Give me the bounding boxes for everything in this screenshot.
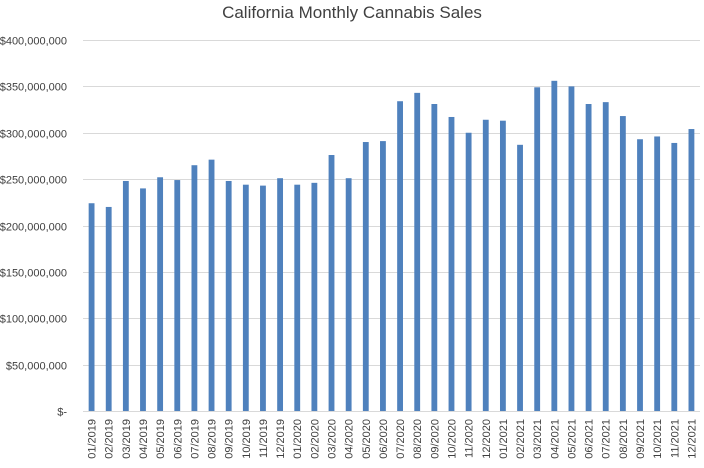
bar xyxy=(517,144,523,411)
x-tick-label: 02/2021 xyxy=(515,419,527,459)
x-tick-label: 09/2019 xyxy=(224,419,236,459)
x-tick-label: 06/2020 xyxy=(378,419,390,459)
x-tick-label: 07/2019 xyxy=(189,419,201,459)
x-tick-label: 12/2021 xyxy=(686,419,698,459)
y-tick-label: $300,000,000 xyxy=(0,129,67,141)
x-axis-labels: 01/2019 02/2019 03/2019 04/2019 05/2019 06/20… xyxy=(87,419,699,459)
x-tick-label: 04/2020 xyxy=(344,419,356,459)
y-tick-label: $150,000,000 xyxy=(0,268,67,280)
bar xyxy=(277,178,284,411)
bar xyxy=(328,155,335,411)
bar xyxy=(174,180,181,411)
x-tick-label: 05/2019 xyxy=(155,419,167,459)
x-tick-label: 05/2021 xyxy=(566,419,578,459)
x-tick-label: 08/2020 xyxy=(412,419,424,459)
x-tick-label: 11/2021 xyxy=(669,419,681,458)
x-tick-label: 12/2019 xyxy=(275,419,287,459)
bar xyxy=(345,178,352,411)
y-axis-labels: $- $50,000,000 $100,000,000 $150,000,000 $20… xyxy=(0,36,67,419)
x-tick-label: 09/2021 xyxy=(635,419,647,459)
bar xyxy=(619,116,626,411)
x-tick-label: 11/2019 xyxy=(258,419,270,458)
x-tick-label: 08/2019 xyxy=(207,419,219,459)
x-tick-label: 08/2021 xyxy=(618,419,630,459)
x-tick-label: 01/2019 xyxy=(87,419,99,459)
bar xyxy=(140,188,146,411)
bar xyxy=(568,86,575,412)
y-tick-label: $100,000,000 xyxy=(0,314,67,326)
bars xyxy=(88,80,695,412)
x-tick-label: 04/2021 xyxy=(549,419,561,459)
x-tick-label: 10/2020 xyxy=(446,419,458,459)
y-tick-label: $400,000,000 xyxy=(0,36,67,48)
x-tick-label: 03/2021 xyxy=(532,419,544,459)
y-tick-label: $250,000,000 xyxy=(0,175,67,187)
x-tick-label: 02/2019 xyxy=(104,419,116,459)
bar xyxy=(242,184,249,411)
chart-title: California Monthly Cannabis Sales xyxy=(222,3,482,22)
x-tick-label: 09/2020 xyxy=(429,419,441,459)
bar xyxy=(499,120,506,411)
x-tick-label: 01/2021 xyxy=(498,419,510,459)
x-tick-label: 03/2019 xyxy=(121,419,133,459)
x-tick-label: 01/2020 xyxy=(292,419,304,459)
bar xyxy=(208,159,215,411)
bar xyxy=(191,165,198,411)
bar xyxy=(671,142,678,411)
bar xyxy=(585,104,592,411)
bar xyxy=(688,129,695,412)
bar xyxy=(431,104,438,411)
bar xyxy=(362,142,369,411)
x-tick-label: 06/2021 xyxy=(584,419,596,459)
bar xyxy=(637,139,643,412)
bar xyxy=(294,184,301,411)
bar xyxy=(380,141,386,411)
x-tick-label: 07/2020 xyxy=(395,419,407,459)
bar xyxy=(260,185,266,411)
bar xyxy=(105,206,112,411)
bar xyxy=(122,180,129,411)
bar xyxy=(157,177,164,411)
x-tick-label: 12/2020 xyxy=(481,419,493,459)
y-tick-label: $- xyxy=(57,407,67,419)
bar xyxy=(654,136,661,411)
bar xyxy=(482,119,489,411)
y-tick-label: $50,000,000 xyxy=(6,361,67,373)
bar xyxy=(602,102,609,411)
bar xyxy=(311,182,318,411)
x-tick-label: 04/2019 xyxy=(138,419,150,459)
bar xyxy=(397,101,403,411)
gridlines xyxy=(83,40,700,412)
x-tick-label: 10/2019 xyxy=(241,419,253,459)
x-tick-label: 05/2020 xyxy=(361,419,373,459)
x-tick-label: 02/2020 xyxy=(309,419,321,459)
x-tick-label: 07/2021 xyxy=(601,419,613,459)
y-tick-label: $350,000,000 xyxy=(0,82,67,94)
y-tick-label: $200,000,000 xyxy=(0,222,67,234)
bar xyxy=(88,203,95,411)
bar xyxy=(465,132,472,411)
bar xyxy=(448,116,455,411)
bar xyxy=(225,180,232,411)
bar xyxy=(551,80,558,411)
x-tick-label: 06/2019 xyxy=(172,419,184,459)
bar xyxy=(534,87,541,412)
x-tick-label: 10/2021 xyxy=(652,419,664,459)
bar xyxy=(414,92,421,412)
x-tick-label: 03/2020 xyxy=(327,419,339,459)
x-tick-label: 11/2020 xyxy=(464,419,476,458)
